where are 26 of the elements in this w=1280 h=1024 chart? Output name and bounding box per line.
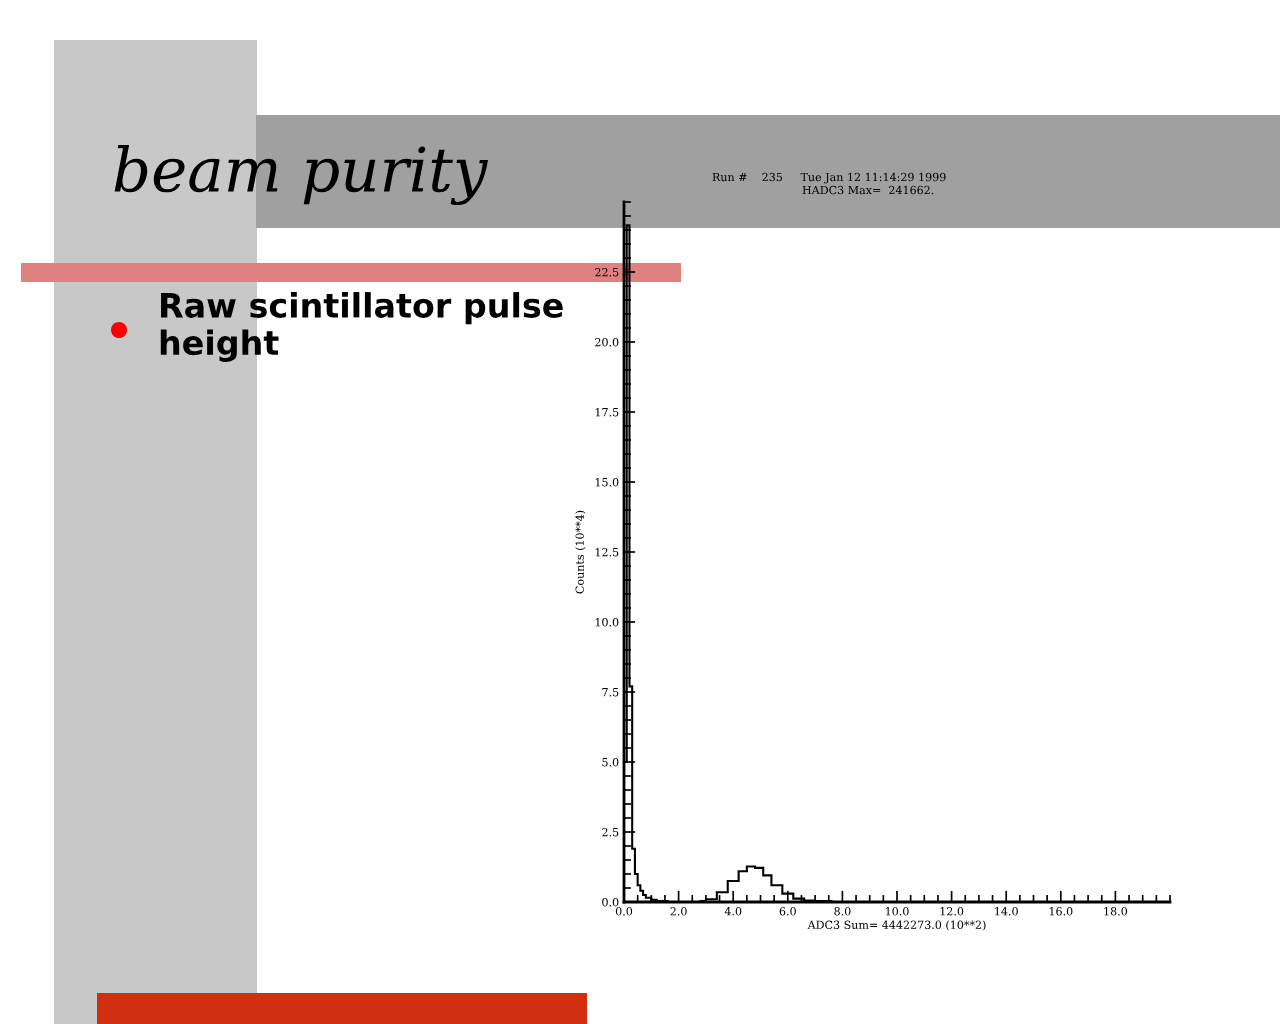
y-tick-label: 20.0	[595, 337, 619, 347]
text: Raw scintillator pulse height	[160, 292, 563, 362]
y-tick-label: 15.0	[595, 477, 619, 487]
y-tick-label: 22.5	[595, 267, 619, 277]
y-tick-label: 0.0	[602, 897, 619, 907]
chart-title: beam purity	[114, 144, 489, 206]
x-tick-label: 10.0	[885, 907, 909, 916]
x-tick-label: 8.0	[834, 907, 851, 916]
x-tick-label: 14.0	[995, 907, 1018, 916]
y-tick-label: 7.5	[602, 688, 619, 697]
x-tick-label: 16.0	[1049, 907, 1073, 916]
y-tick-label: 5.0	[602, 757, 619, 767]
y-axis-title: Counts (10**4)	[575, 510, 586, 594]
x-tick-label: 2.0	[670, 907, 687, 916]
y-tick-label: 2.5	[602, 827, 619, 837]
x-tick-label: 18.0	[1104, 907, 1128, 916]
x-tick-label: 0.0	[615, 907, 633, 916]
y-tick-label: 17.5	[595, 407, 619, 417]
x-tick-label: 4.0	[724, 907, 742, 916]
y-tick-label: 12.5	[595, 547, 619, 557]
x-axis-title: ADC3 Sum= 4442273.0 (10**2)	[807, 920, 986, 931]
x-tick-label: 12.0	[940, 907, 964, 916]
y-tick-label: 10.0	[595, 617, 619, 627]
text: HADC3 Max= 241662.	[802, 185, 934, 195]
text: Run # 235 Tue Jan 12 11:14:29 1999	[712, 172, 946, 184]
x-tick-label: 6.0	[779, 907, 796, 916]
